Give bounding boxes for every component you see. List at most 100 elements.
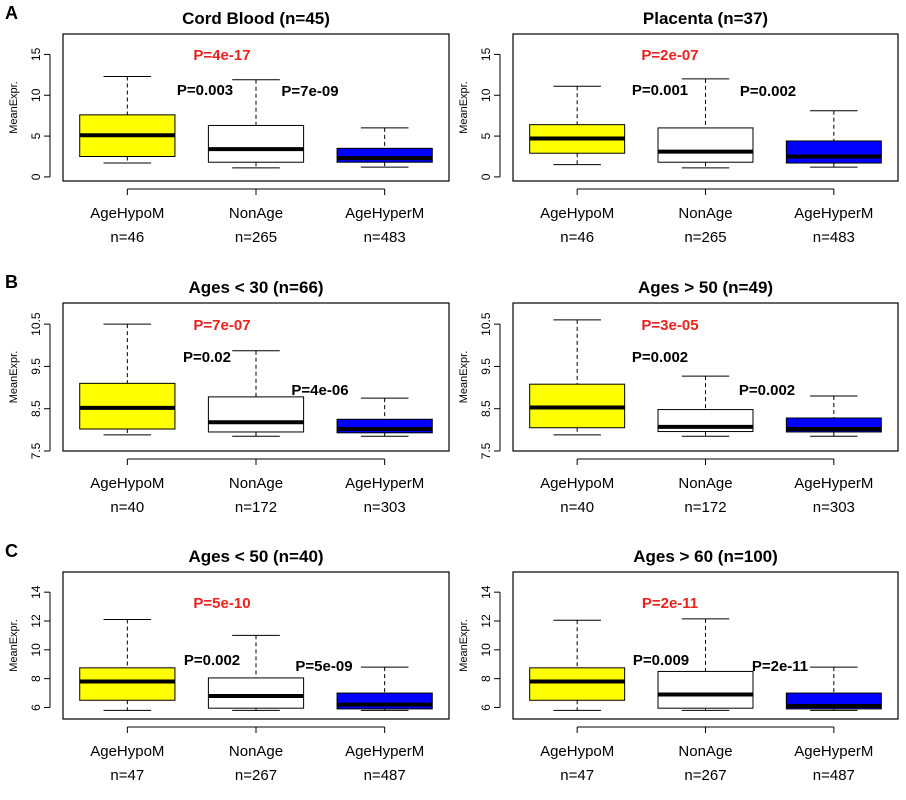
chart-title: Placenta (n=37): [643, 9, 768, 28]
box-iqr: [207, 677, 305, 709]
y-axis-label: MeanExpr.: [458, 351, 470, 404]
box-AgeHyperM: [785, 110, 882, 168]
x-tick-label: AgeHyperM: [794, 475, 873, 492]
plot-frame: [512, 302, 899, 452]
row-label-a: A: [5, 3, 18, 23]
y-tick-label: 9.5: [29, 358, 43, 375]
y-tick-label: 10: [29, 643, 43, 657]
box-NonAge: [657, 618, 754, 711]
count-label: n=267: [235, 767, 277, 784]
x-tick-label: AgeHyperM: [345, 475, 424, 492]
count-label: n=265: [235, 229, 277, 246]
pvalue-hypo-vs-nonage: P=0.002: [632, 349, 688, 366]
box-AgeHyperM: [336, 666, 433, 711]
pvalue-overall: P=7e-07: [193, 317, 250, 334]
y-axis-label: MeanExpr.: [458, 81, 470, 134]
pvalue-overall: P=2e-11: [642, 595, 698, 612]
chart-panel-6: Ages > 60 (n=100) 6 8 10 12 14 MeanExpr. AgeHyp…: [458, 547, 899, 784]
box-iqr: [207, 396, 305, 433]
count-label: n=172: [235, 499, 277, 516]
x-tick-label: AgeHypoM: [90, 475, 164, 492]
count-label: n=46: [560, 229, 594, 246]
plot-frame: [62, 33, 450, 182]
y-axis-label: MeanExpr.: [8, 81, 20, 134]
y-tick-label: 14: [479, 585, 493, 599]
y-tick-label: 0: [479, 173, 493, 180]
box-AgeHyperM: [785, 666, 882, 711]
pvalue-overall: P=3e-05: [641, 317, 698, 334]
chart-title: Ages > 50 (n=49): [638, 278, 773, 297]
y-tick-label: 10: [29, 88, 43, 102]
count-label: n=47: [560, 767, 594, 784]
count-label: n=172: [684, 499, 726, 516]
box-AgeHypoM: [529, 619, 626, 711]
row-label-c: C: [5, 541, 18, 561]
x-tick-label: AgeHypoM: [90, 205, 164, 222]
plot-frame: [62, 302, 450, 452]
y-tick-label: 8: [479, 675, 493, 682]
y-tick-label: 10: [479, 643, 493, 657]
box-AgeHyperM: [785, 395, 882, 437]
y-tick-label: 15: [479, 47, 493, 61]
plot-frame: [62, 571, 450, 720]
y-tick-label: 7.5: [479, 442, 493, 459]
y-tick-label: 8.5: [479, 400, 493, 417]
chart-panel-2: Placenta (n=37) 0 5 10 15 MeanExpr. AgeHypoM n=…: [458, 9, 899, 246]
box-NonAge: [207, 350, 305, 437]
pvalue-nonage-vs-hyper: P=2e-11: [752, 658, 808, 675]
box-AgeHypoM: [79, 619, 176, 711]
x-tick-label: AgeHypoM: [540, 743, 614, 760]
x-tick-label: AgeHypoM: [540, 205, 614, 222]
pvalue-overall: P=2e-07: [641, 47, 698, 64]
count-label: n=267: [684, 767, 726, 784]
y-tick-label: 14: [29, 585, 43, 599]
count-label: n=47: [110, 767, 144, 784]
y-tick-label: 12: [29, 614, 43, 628]
box-iqr: [207, 124, 305, 163]
y-tick-label: 7.5: [29, 442, 43, 459]
x-tick-label: AgeHyperM: [345, 205, 424, 222]
count-label: n=40: [560, 499, 594, 516]
y-tick-label: 9.5: [479, 358, 493, 375]
y-tick-label: 8: [29, 675, 43, 682]
count-label: n=40: [110, 499, 144, 516]
y-tick-label: 5: [29, 132, 43, 139]
pvalue-overall: P=5e-10: [193, 595, 250, 612]
box-AgeHypoM: [529, 85, 626, 166]
y-tick-label: 6: [479, 704, 493, 711]
count-label: n=483: [364, 229, 406, 246]
box-NonAge: [207, 634, 305, 711]
count-label: n=487: [364, 767, 406, 784]
x-tick-label: AgeHyperM: [345, 743, 424, 760]
box-AgeHyperM: [336, 397, 433, 437]
box-iqr: [657, 670, 754, 709]
x-tick-label: AgeHypoM: [540, 475, 614, 492]
pvalue-nonage-vs-hyper: P=7e-09: [281, 83, 338, 100]
pvalue-nonage-vs-hyper: P=0.002: [740, 83, 796, 100]
box-iqr: [529, 667, 626, 701]
y-tick-label: 15: [29, 47, 43, 61]
box-AgeHypoM: [79, 75, 176, 164]
box-iqr: [336, 147, 433, 163]
x-tick-label: AgeHyperM: [794, 743, 873, 760]
x-tick-label: NonAge: [229, 205, 283, 222]
chart-title: Cord Blood (n=45): [182, 9, 330, 28]
chart-title: Ages < 50 (n=40): [188, 547, 323, 566]
chart-panel-4: Ages > 50 (n=49) 7.5 8.5 9.5 10.5 MeanExpr. Ag…: [458, 278, 899, 516]
y-tick-label: 10.5: [29, 312, 43, 336]
pvalue-nonage-vs-hyper: P=5e-09: [295, 658, 352, 675]
box-iqr: [79, 667, 176, 701]
y-tick-label: 10.5: [479, 312, 493, 336]
box-NonAge: [657, 375, 754, 437]
count-label: n=303: [364, 499, 406, 516]
chart-title: Ages > 60 (n=100): [633, 547, 778, 566]
pvalue-hypo-vs-nonage: P=0.001: [632, 82, 688, 99]
x-tick-label: AgeHypoM: [90, 743, 164, 760]
pvalue-nonage-vs-hyper: P=4e-06: [291, 382, 348, 399]
y-tick-label: 6: [29, 704, 43, 711]
pvalue-hypo-vs-nonage: P=0.009: [633, 652, 689, 669]
box-AgeHyperM: [336, 127, 433, 168]
box-AgeHypoM: [79, 323, 176, 436]
x-tick-label: NonAge: [678, 475, 732, 492]
